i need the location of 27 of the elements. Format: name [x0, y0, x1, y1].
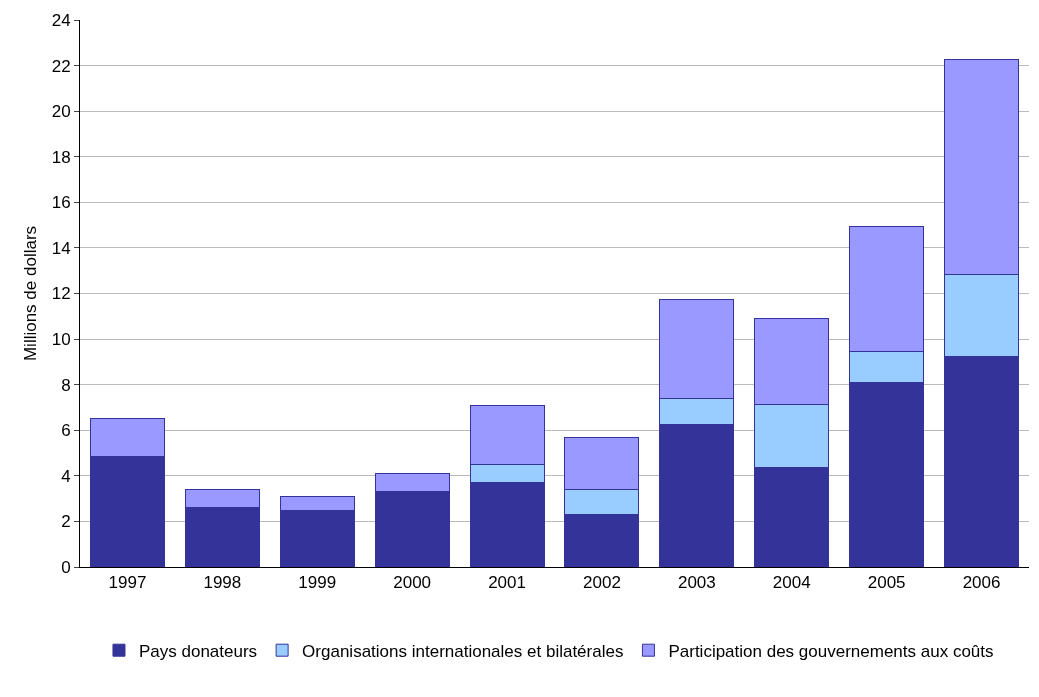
y-tick-label: 6 — [61, 421, 71, 441]
y-tick-label: 20 — [51, 102, 71, 122]
x-tick-label: 2002 — [583, 573, 621, 593]
legend-label: Pays donateurs — [138, 641, 258, 661]
y-tick-label: 12 — [51, 284, 71, 304]
x-tick-label: 2005 — [867, 573, 906, 593]
y-tick-label: 2 — [61, 512, 71, 532]
y-tick-label: 14 — [51, 238, 71, 258]
x-tick-label: 2003 — [677, 573, 716, 593]
y-tick-label: 4 — [61, 466, 71, 486]
y-tick-label: 8 — [61, 375, 71, 395]
legend-label: Participation des gouvernements aux coûts — [668, 641, 994, 661]
y-tick-label: 22 — [51, 56, 71, 76]
y-tick-label: 16 — [51, 193, 71, 213]
x-tick-label: 2000 — [393, 573, 432, 593]
x-tick-label: 2004 — [772, 573, 811, 593]
x-tick-label: 1998 — [203, 573, 242, 593]
x-tick-label: 2006 — [962, 573, 1001, 593]
x-tick-label: 1997 — [108, 573, 147, 593]
y-tick-label: 10 — [51, 330, 71, 350]
y-tick-label: 0 — [61, 557, 71, 577]
x-tick-label: 2001 — [488, 573, 526, 593]
legend-label: Organisations internationales et bilatérales — [302, 641, 624, 661]
y-axis-title: Millions de dollars — [21, 225, 40, 362]
y-tick-label: 18 — [51, 147, 71, 167]
x-tick-label: 1999 — [298, 573, 337, 593]
y-tick-label: 24 — [51, 10, 71, 30]
